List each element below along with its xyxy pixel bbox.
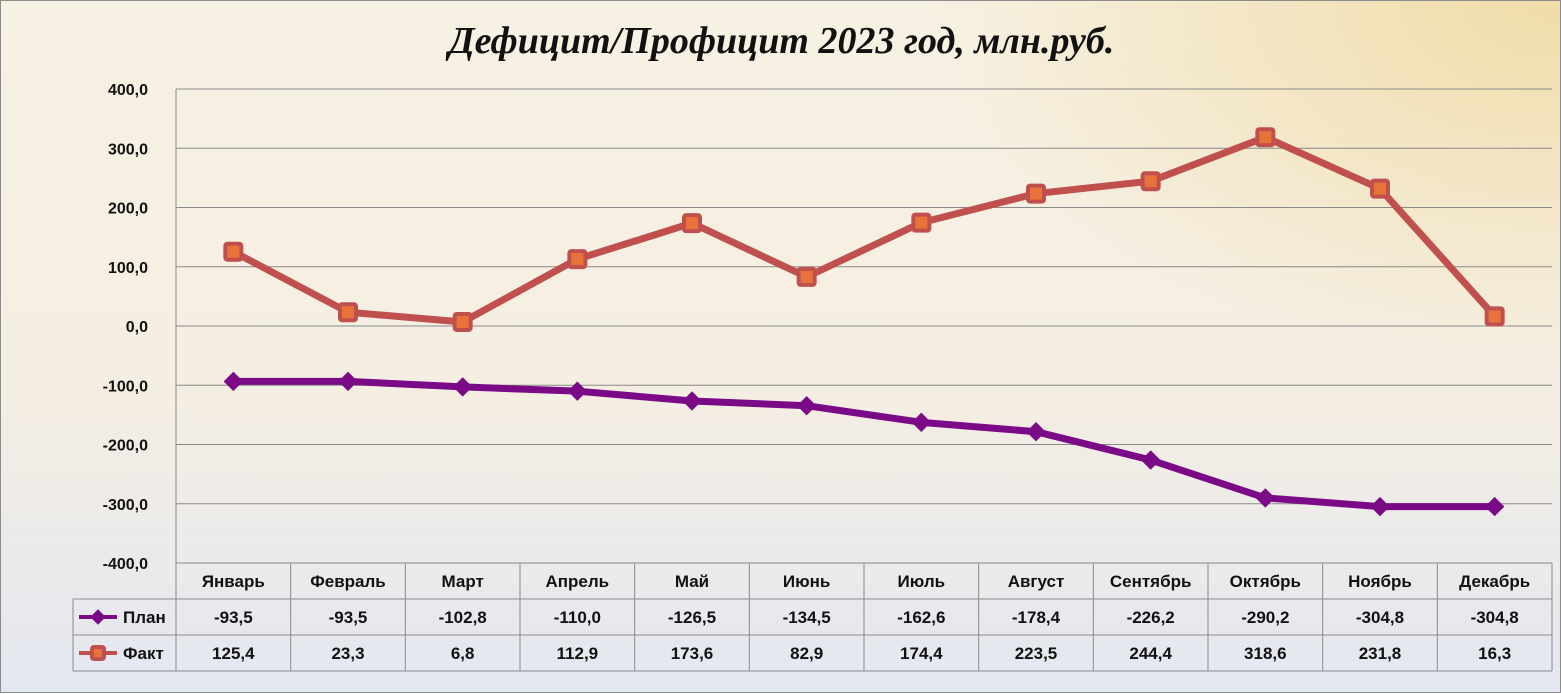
y-tick-label: -300,0 <box>103 497 148 514</box>
legend-label: План <box>123 608 166 627</box>
table-value: -102,8 <box>439 608 487 627</box>
data-point <box>223 371 244 392</box>
table-value: -126,5 <box>668 608 716 627</box>
table-value: 6,8 <box>451 644 475 663</box>
data-point <box>452 311 473 332</box>
data-point <box>682 213 702 234</box>
data-point <box>911 212 932 233</box>
y-tick-label: -200,0 <box>103 438 148 455</box>
x-category-label: Апрель <box>546 572 610 591</box>
x-category-label: Май <box>675 572 709 591</box>
legend-marker <box>90 645 106 661</box>
table-value: -304,8 <box>1356 608 1404 627</box>
table-value: 82,9 <box>790 644 823 663</box>
table-value: -93,5 <box>214 608 253 627</box>
legend-label: Факт <box>123 644 164 663</box>
x-category-label: Август <box>1008 572 1065 591</box>
data-point <box>338 371 358 392</box>
data-point <box>911 412 932 433</box>
series-line <box>229 377 1499 511</box>
data-point <box>1370 496 1390 517</box>
table-value: 231,8 <box>1359 644 1402 663</box>
chart-title: Дефицит/Профицит 2023 год, млн.руб. <box>448 20 1115 62</box>
y-tick-label: 0,0 <box>126 319 148 336</box>
x-category-label: Январь <box>202 572 265 591</box>
table-value: -162,6 <box>897 608 945 627</box>
y-tick-label: -100,0 <box>103 378 148 395</box>
data-point <box>567 249 588 270</box>
data-point <box>682 391 702 411</box>
data-point <box>338 302 358 323</box>
data-point <box>1255 127 1276 148</box>
table-value: -110,0 <box>554 608 601 627</box>
data-point <box>1370 178 1390 199</box>
x-category-label: Сентябрь <box>1110 572 1192 591</box>
y-tick-label: 300,0 <box>108 141 148 158</box>
x-category-label: Февраль <box>310 572 386 591</box>
table-value: 125,4 <box>212 644 255 663</box>
x-category-label: Июль <box>898 572 946 591</box>
data-point <box>1026 183 1046 204</box>
data-point <box>1026 421 1046 442</box>
y-tick-label: -400,0 <box>103 556 148 573</box>
table-value: -304,8 <box>1471 608 1519 627</box>
table-value: 223,5 <box>1015 644 1058 663</box>
table-value: 173,6 <box>671 644 714 663</box>
y-tick-label: 100,0 <box>108 260 148 277</box>
data-point <box>1484 306 1505 327</box>
table-value: 318,6 <box>1244 644 1287 663</box>
series-line <box>229 133 1499 326</box>
data-point <box>1140 450 1161 470</box>
legend-marker <box>90 609 106 625</box>
table-value: -226,2 <box>1127 608 1175 627</box>
table-value: 16,3 <box>1478 644 1511 663</box>
data-point <box>223 241 244 262</box>
x-category-label: Ноябрь <box>1348 572 1412 591</box>
data-point <box>1140 171 1161 192</box>
data-point <box>796 266 817 287</box>
x-category-label: Март <box>442 572 484 591</box>
data-point <box>567 381 588 401</box>
x-category-label: Декабрь <box>1459 572 1530 591</box>
data-point <box>1255 488 1276 508</box>
data-point <box>452 377 473 397</box>
table-value: 244,4 <box>1129 644 1172 663</box>
table-value: 174,4 <box>900 644 943 663</box>
table-value: -178,4 <box>1012 608 1061 627</box>
data-point <box>1484 496 1505 517</box>
y-tick-label: 400,0 <box>108 82 148 99</box>
table-value: 23,3 <box>331 644 364 663</box>
x-category-label: Октябрь <box>1230 572 1301 591</box>
table-value: -93,5 <box>329 608 368 627</box>
data-point <box>796 395 817 416</box>
y-tick-label: 200,0 <box>108 201 148 218</box>
table-value: -134,5 <box>783 608 831 627</box>
table-value: 112,9 <box>557 644 599 663</box>
x-category-label: Июнь <box>783 572 830 591</box>
table-value: -290,2 <box>1241 608 1289 627</box>
